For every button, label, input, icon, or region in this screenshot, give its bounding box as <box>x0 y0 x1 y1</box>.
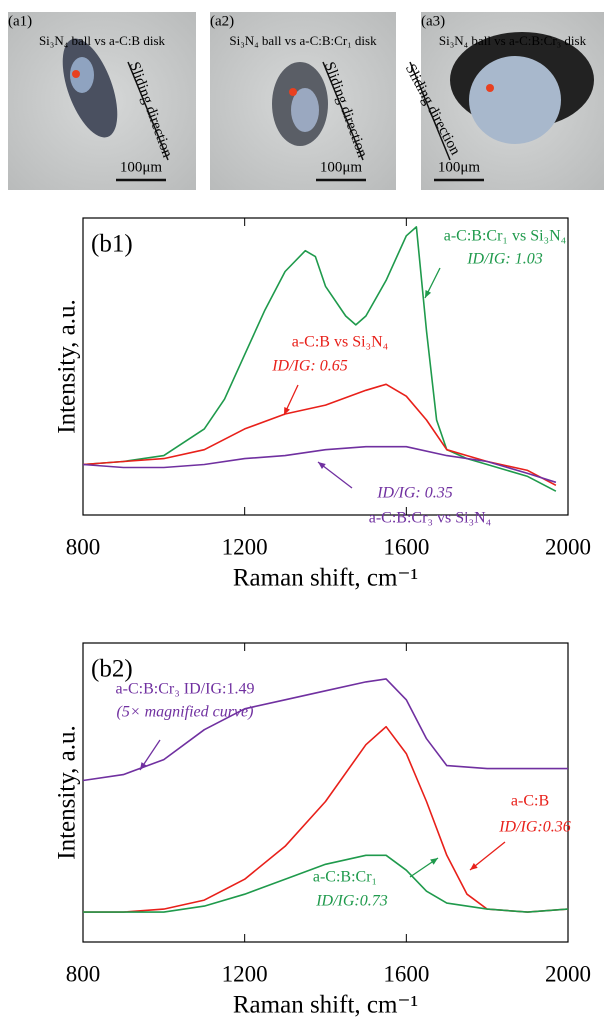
x-tick-label: 1600 <box>383 961 429 986</box>
arrow-head <box>425 290 432 298</box>
panel-label: (b2) <box>91 656 133 683</box>
chart: 800 1200 1600 2000 Raman shift, cm⁻¹ Intensit… <box>54 217 591 592</box>
micrograph-a1 <box>8 12 196 190</box>
series-label: a-C:B vs Si₃N₄ <box>292 334 389 351</box>
spectrum-line <box>82 678 568 782</box>
arrow-head <box>318 462 326 469</box>
micrograph-a2 <box>210 12 396 190</box>
spectrum-line <box>82 383 557 487</box>
series-label: a-C:B:Cr₁ vs Si₃N₄ <box>444 228 567 245</box>
x-tick-label: 2000 <box>545 961 591 986</box>
x-tick-label: 1200 <box>222 961 268 986</box>
panel-label: (a1) <box>8 13 32 29</box>
ratio-label: ID/IG: 0.35 <box>376 485 453 502</box>
series-label: a-C:B:Cr₃ vs Si₃N₄ <box>369 510 492 527</box>
arrow-head <box>140 762 147 770</box>
ratio-label: ID/IG: 0.65 <box>271 358 348 375</box>
ratio-label: ID/IG:0.36 <box>498 819 571 836</box>
y-axis-label: Intensity, a.u. <box>54 299 81 433</box>
ratio-label: ID/IG: 1.03 <box>466 251 543 268</box>
caption: Si₃N₄ ball vs a-C:B:Cr₁ disk <box>229 33 377 48</box>
x-tick-label: 1600 <box>383 534 429 559</box>
scale-label: 100μm <box>320 159 363 175</box>
spectrum-line <box>82 445 557 484</box>
arrow-head <box>470 862 478 870</box>
arrow-head <box>430 858 438 865</box>
direction-arrow <box>409 61 451 161</box>
x-axis-label: Raman shift, cm⁻¹ <box>233 565 418 592</box>
arrow-head <box>284 407 290 415</box>
series-label: a-C:B:Cr₃ ID/IG:1.49 <box>116 681 255 698</box>
series-label: a-C:B:Cr₁ <box>313 869 377 886</box>
direction-arrow <box>322 61 364 161</box>
x-tick-label: 800 <box>66 961 101 986</box>
annotation-arrow <box>469 841 506 871</box>
micrograph-a3 <box>421 12 604 190</box>
scale-label: 100μm <box>120 159 163 175</box>
direction-arrow <box>127 61 169 161</box>
spectrum-line <box>83 725 569 913</box>
x-tick-label: 2000 <box>545 534 591 559</box>
ratio-label: (5× magnified curve) <box>117 704 254 721</box>
panel-label: (b1) <box>91 231 133 258</box>
x-axis-label: Raman shift, cm⁻¹ <box>233 992 418 1019</box>
scale-label: 100μm <box>438 159 481 175</box>
ratio-label: ID/IG:0.73 <box>315 893 388 910</box>
y-axis-label: Intensity, a.u. <box>54 725 81 859</box>
plot-frame <box>82 642 569 943</box>
series-label: a-C:B <box>511 793 549 810</box>
plot-frame <box>82 217 569 516</box>
spectrum-line <box>83 854 569 913</box>
caption: Si₃N₄ ball vs a-C:B disk <box>39 33 166 48</box>
x-tick-label: 800 <box>66 534 101 559</box>
panel-label: (a2) <box>210 13 234 29</box>
x-tick-label: 1200 <box>222 534 268 559</box>
panel-label: (a3) <box>421 13 445 29</box>
chart: 800 1200 1600 2000 Raman shift, cm⁻¹ Intensit… <box>54 642 591 1019</box>
caption: Si₃N₄ ball vs a-C:B:Cr₃ disk <box>439 33 587 48</box>
